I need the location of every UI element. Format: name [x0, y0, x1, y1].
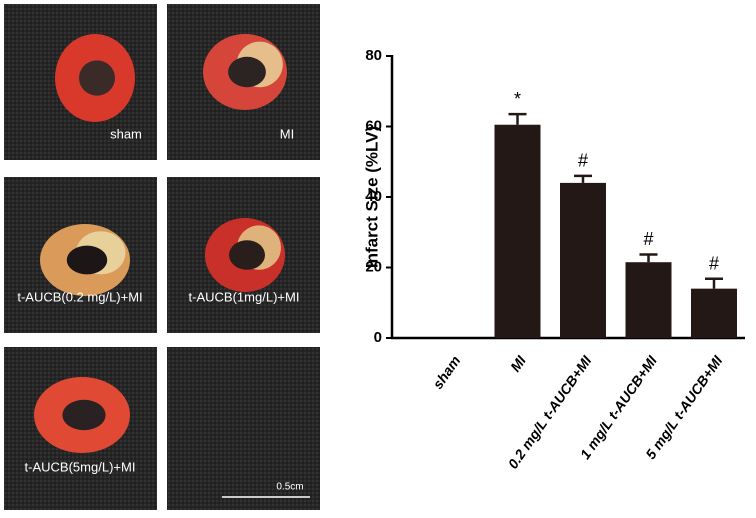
tissue-hole [66, 245, 108, 275]
significance-mark: # [643, 229, 653, 249]
tissue-hole [62, 399, 106, 431]
x-tick-label: sham [429, 353, 463, 392]
photo-panel [167, 347, 320, 510]
tissue-hole [229, 240, 265, 270]
y-tick-label: 20 [365, 258, 382, 275]
panel-label: t-AUCB(1mg/L)+MI [189, 289, 300, 304]
bar [625, 262, 672, 338]
y-tick-label: 0 [374, 329, 382, 346]
tissue-hole [228, 56, 266, 88]
y-tick-label: 80 [365, 47, 382, 64]
panel-label: t-AUCB(5mg/L)+MI [25, 459, 136, 474]
y-tick-label: 40 [365, 188, 382, 205]
significance-mark: # [709, 254, 719, 274]
x-tick-label: MI [507, 352, 530, 375]
significance-mark: # [578, 151, 588, 171]
y-axis-title: Infarct Size (%LV) [362, 126, 381, 268]
panel-label: MI [280, 126, 294, 141]
panel-label: t-AUCB(0.2 mg/L)+MI [17, 289, 142, 304]
significance-mark: * [514, 89, 521, 109]
tissue-hole [79, 60, 115, 96]
bar [494, 124, 541, 338]
bar [691, 288, 737, 338]
bar [560, 182, 606, 338]
panel-label: sham [110, 126, 142, 141]
scale-bar-label: 0.5cm [276, 482, 303, 493]
y-tick-label: 60 [365, 117, 382, 134]
